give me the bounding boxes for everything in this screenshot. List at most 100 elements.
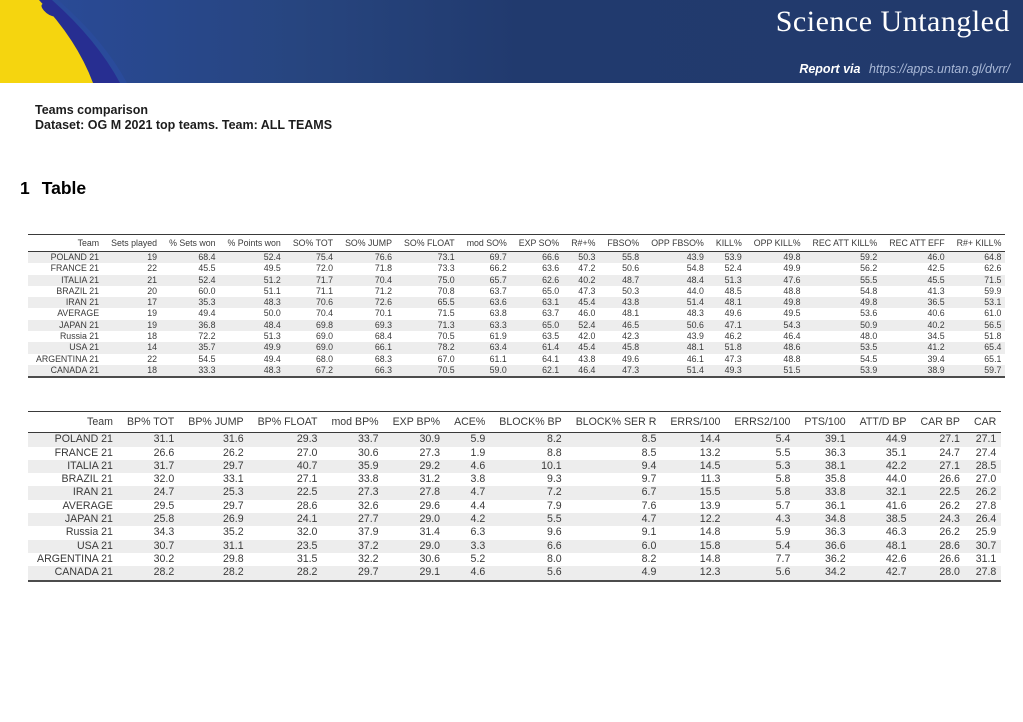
table-row: BRAZIL 21 32.0 33.1 27.1 33.8 31.2 3.8 9.3 9.7 11… bbox=[28, 473, 1001, 486]
value-cell: 35.7 bbox=[198, 342, 216, 353]
value-cell: 9.6 bbox=[546, 526, 562, 539]
value-cell: 50.3 bbox=[622, 285, 640, 296]
value-cell: 52.4 bbox=[198, 274, 216, 285]
value-cell: 47.2 bbox=[578, 263, 596, 274]
value-cell: 31.7 bbox=[153, 459, 175, 472]
value-cell: 46.2 bbox=[724, 331, 742, 342]
value-cell: 33.3 bbox=[198, 364, 216, 375]
value-cell: 56.2 bbox=[860, 263, 878, 274]
value-cell: 49.8 bbox=[783, 297, 801, 308]
team-cell: BRAZIL 21 bbox=[61, 473, 113, 486]
value-cell: 26.2 bbox=[939, 526, 960, 539]
value-cell: 26.9 bbox=[222, 513, 244, 526]
value-cell: 22 bbox=[147, 353, 158, 364]
value-cell: 42.5 bbox=[927, 263, 945, 274]
column-header: R#+ KILL% bbox=[948, 234, 1006, 252]
column-header: Team bbox=[28, 411, 118, 434]
value-cell: 78.2 bbox=[437, 342, 455, 353]
value-cell: 29.7 bbox=[222, 459, 244, 472]
column-header: mod BP% bbox=[322, 411, 384, 434]
value-cell: 70.4 bbox=[315, 308, 334, 319]
value-cell: 52.4 bbox=[724, 263, 742, 274]
value-cell: 53.9 bbox=[860, 364, 878, 375]
value-cell: 45.8 bbox=[622, 342, 640, 353]
team-cell: JAPAN 21 bbox=[59, 319, 100, 330]
team-cell: FRANCE 21 bbox=[50, 263, 100, 274]
value-cell: 33.1 bbox=[222, 473, 244, 486]
value-cell: 63.3 bbox=[489, 319, 507, 330]
value-cell: 4.4 bbox=[470, 499, 486, 512]
table-row: USA 21 30.7 31.1 23.5 37.2 29.0 3.3 6.6 6.0 15.8 5… bbox=[28, 539, 1002, 553]
value-cell: 5.7 bbox=[775, 499, 791, 512]
value-cell: 7.9 bbox=[546, 499, 562, 512]
value-cell: 5.8 bbox=[775, 486, 791, 499]
value-cell: 4.6 bbox=[470, 459, 486, 472]
value-cell: 32.2 bbox=[357, 552, 379, 565]
value-cell: 60.0 bbox=[198, 285, 216, 296]
value-cell: 48.5 bbox=[724, 285, 742, 296]
value-cell: 44.0 bbox=[885, 473, 907, 486]
column-header: SO% FLOAT bbox=[396, 234, 459, 252]
value-cell: 14.8 bbox=[699, 526, 721, 539]
team-cell: BRAZIL 21 bbox=[56, 285, 100, 296]
value-cell: 71.1 bbox=[315, 285, 334, 296]
value-cell: 49.4 bbox=[263, 353, 281, 364]
value-cell: 49.4 bbox=[198, 308, 216, 319]
value-cell: 28.2 bbox=[296, 566, 318, 579]
report-subtitle: Dataset: OG M 2021 top teams. Team: ALL … bbox=[35, 117, 333, 132]
column-header: SO% JUMP bbox=[337, 234, 396, 252]
value-cell: 27.1 bbox=[939, 433, 960, 446]
value-cell: 4.9 bbox=[641, 566, 657, 579]
value-cell: 42.2 bbox=[885, 459, 907, 472]
value-cell: 49.9 bbox=[263, 342, 281, 353]
value-cell: 26.6 bbox=[939, 473, 960, 486]
value-cell: 7.2 bbox=[546, 486, 562, 499]
value-cell: 72.6 bbox=[374, 297, 392, 308]
value-cell: 46.4 bbox=[578, 364, 596, 375]
value-cell: 48.8 bbox=[783, 285, 801, 296]
table-row: FRANCE 21 26.6 26.2 27.0 30.6 27.3 1.9 8.8 8.5 13… bbox=[28, 447, 1001, 460]
value-cell: 69.3 bbox=[374, 319, 392, 330]
value-cell: 63.6 bbox=[489, 297, 507, 308]
value-cell: 48.8 bbox=[783, 353, 801, 364]
value-cell: 30.7 bbox=[153, 539, 175, 552]
table-row: FRANCE 21 22 45.5 49.5 72.0 71.8 73.3 66.2 63.6 4… bbox=[28, 263, 1005, 274]
value-cell: 5.9 bbox=[775, 526, 791, 539]
value-cell: 65.5 bbox=[437, 297, 455, 308]
value-cell: 66.1 bbox=[374, 342, 392, 353]
value-cell: 51.3 bbox=[724, 274, 742, 285]
value-cell: 45.4 bbox=[578, 342, 596, 353]
value-cell: 24.7 bbox=[939, 446, 960, 459]
value-cell: 62.6 bbox=[542, 274, 560, 285]
value-cell: 42.3 bbox=[622, 331, 640, 342]
value-cell: 35.2 bbox=[222, 526, 244, 539]
value-cell: 42.0 bbox=[578, 331, 596, 342]
value-cell: 48.7 bbox=[622, 274, 640, 285]
section-title: Table bbox=[41, 178, 87, 198]
value-cell: 63.7 bbox=[489, 285, 507, 296]
value-cell: 49.5 bbox=[263, 263, 281, 274]
value-cell: 34.3 bbox=[153, 526, 175, 539]
value-cell: 72.0 bbox=[315, 263, 334, 274]
value-cell: 17 bbox=[147, 297, 158, 308]
value-cell: 5.4 bbox=[775, 433, 791, 446]
team-cell: POLAND 21 bbox=[54, 433, 113, 446]
value-cell: 5.6 bbox=[775, 566, 791, 579]
value-cell: 40.2 bbox=[927, 319, 945, 330]
value-cell: 5.8 bbox=[775, 473, 791, 486]
team-cell: ITALIA 21 bbox=[67, 459, 113, 472]
column-header: ERRS/100 bbox=[661, 411, 726, 434]
value-cell: 29.6 bbox=[419, 499, 441, 512]
column-header: FBSO% bbox=[599, 234, 644, 252]
value-cell: 26.4 bbox=[975, 513, 997, 526]
value-cell: 18 bbox=[147, 331, 158, 342]
value-cell: 70.5 bbox=[437, 364, 455, 375]
value-cell: 59.7 bbox=[984, 364, 1002, 375]
value-cell: 27.1 bbox=[975, 433, 997, 446]
column-header: REC ATT KILL% bbox=[804, 234, 882, 252]
value-cell: 53.6 bbox=[860, 308, 878, 319]
team-cell: Russia 21 bbox=[65, 526, 113, 539]
value-cell: 29.0 bbox=[419, 539, 441, 552]
value-cell: 29.7 bbox=[357, 566, 379, 579]
report-url-link[interactable]: https://apps.untan.gl/dvrr/ bbox=[868, 62, 1010, 76]
